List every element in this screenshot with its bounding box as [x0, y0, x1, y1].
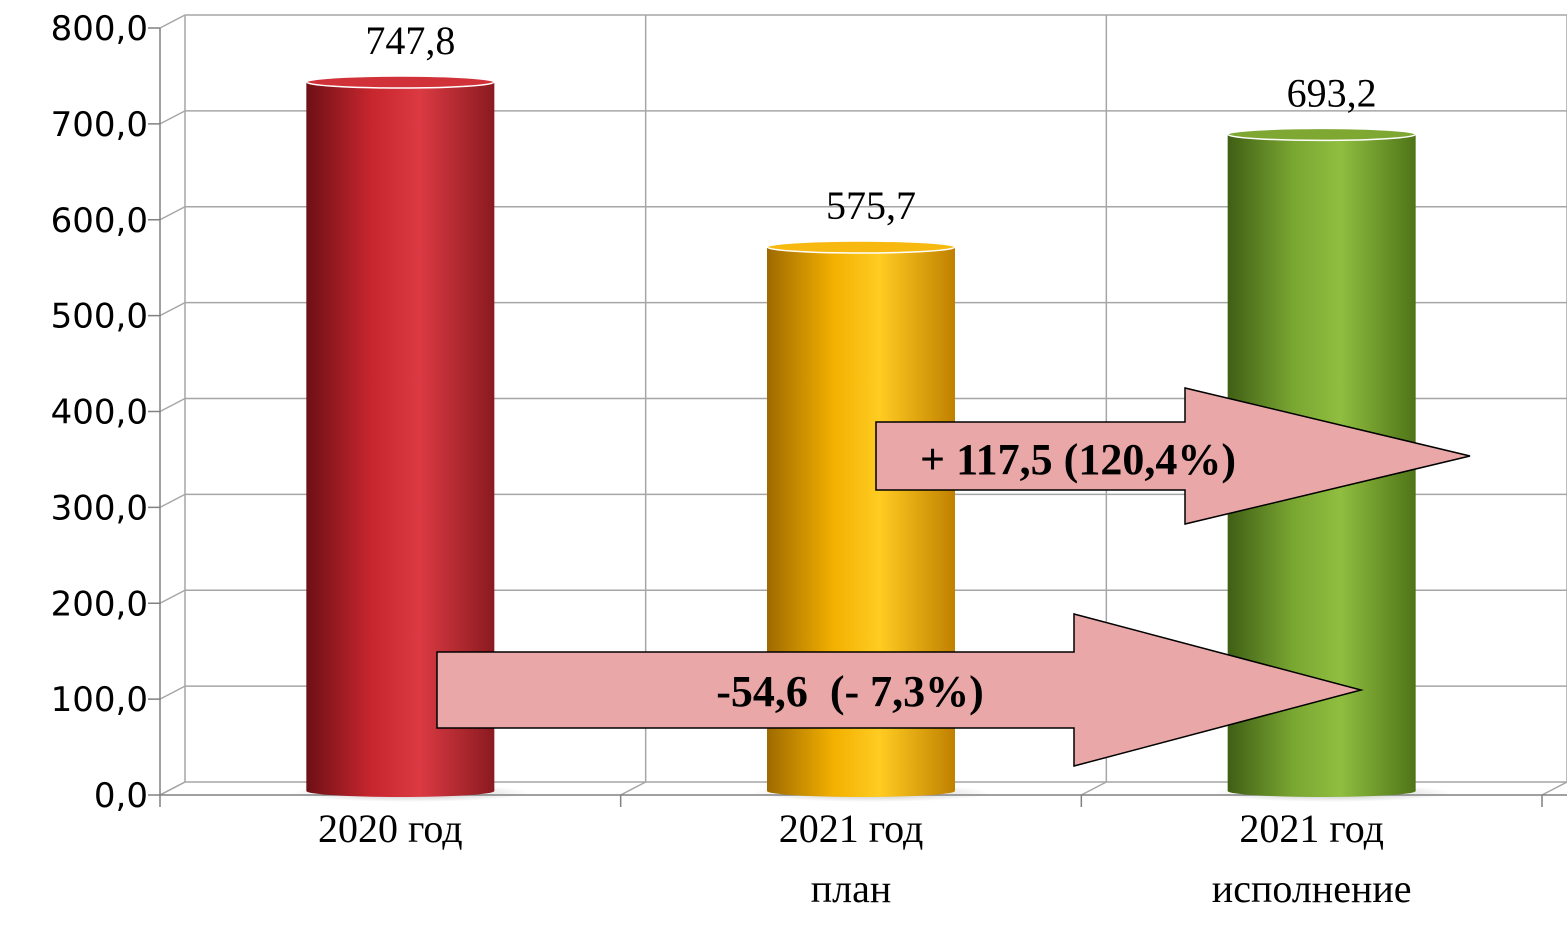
gridline-side: [159, 206, 186, 221]
gridline-side: [159, 685, 186, 700]
bar-base: [306, 785, 495, 797]
bar-top: [305, 75, 496, 89]
gridline-floor: [159, 781, 186, 796]
gridline-side: [159, 110, 186, 125]
change-arrow: [875, 387, 1471, 525]
ytick-label: 300,0: [51, 488, 148, 528]
gridline-floor: [1080, 781, 1107, 796]
ytick-label: 600,0: [51, 201, 148, 241]
ytick-label: 400,0: [51, 393, 148, 433]
bar-top: [1226, 127, 1417, 142]
gridline-side: [159, 589, 186, 604]
ytick-label: 100,0: [51, 680, 148, 720]
ytick-label: 700,0: [51, 105, 148, 145]
category-label: 2021 год: [779, 806, 924, 851]
change-label: + 117,5 (120,4%): [920, 435, 1236, 484]
ytick-label: 200,0: [51, 584, 148, 624]
category-label: 2021 год: [1239, 806, 1384, 851]
value-label: 575,7: [826, 183, 916, 228]
axes: 0,0 100,0 200,0 300,0 400,0 500,0 600,0 700,0 80…: [51, 9, 1567, 816]
ytick-label: 500,0: [51, 297, 148, 337]
change-label: -54,6 (- 7,3%): [716, 667, 984, 716]
category-label: 2020 год: [318, 806, 463, 851]
ytick-label: 0,0: [94, 776, 148, 816]
labels: 747,8 2020 год 575,7 2021 год план 693,2 2021 …: [318, 18, 1412, 911]
value-label: 747,8: [365, 18, 455, 63]
bar-base: [1227, 785, 1416, 797]
category-label: исполнение: [1212, 866, 1412, 911]
gridline-side: [159, 397, 186, 413]
value-label: 693,2: [1287, 70, 1377, 115]
gridline-side: [159, 14, 186, 29]
bar-base: [767, 785, 955, 797]
gridline-side: [159, 493, 186, 509]
bar-top: [766, 240, 956, 254]
annotations: + 117,5 (120,4%) -54,6 (- 7,3%): [436, 387, 1471, 767]
change-arrow: [436, 613, 1364, 767]
gridline-floor: [1541, 781, 1567, 796]
gridline-floor: [620, 781, 647, 796]
category-label: план: [811, 866, 892, 911]
ytick-label: 800,0: [51, 9, 148, 49]
gridline-side: [159, 301, 186, 317]
